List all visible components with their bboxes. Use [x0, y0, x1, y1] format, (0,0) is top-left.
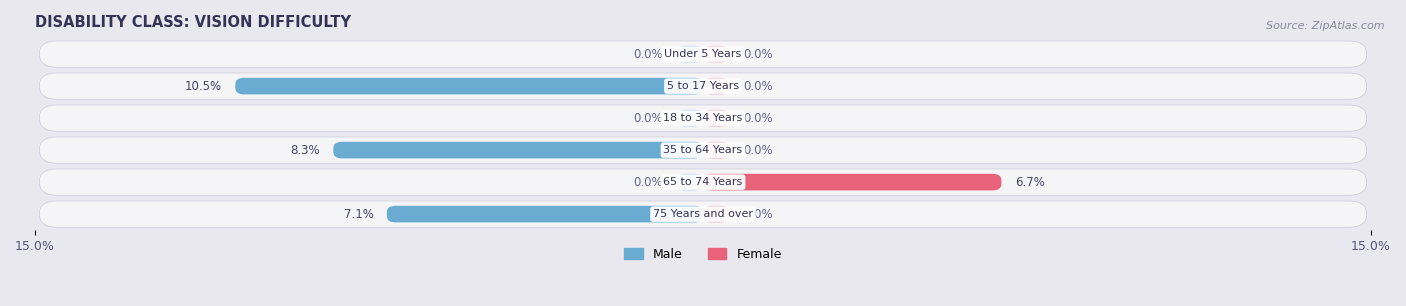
Text: 0.0%: 0.0% [744, 112, 773, 125]
FancyBboxPatch shape [39, 169, 1367, 195]
FancyBboxPatch shape [387, 206, 703, 222]
FancyBboxPatch shape [703, 78, 730, 95]
Text: 10.5%: 10.5% [184, 80, 222, 93]
Text: 5 to 17 Years: 5 to 17 Years [666, 81, 740, 91]
Text: 0.0%: 0.0% [744, 48, 773, 61]
Text: Under 5 Years: Under 5 Years [665, 49, 741, 59]
FancyBboxPatch shape [39, 137, 1367, 163]
FancyBboxPatch shape [703, 46, 730, 62]
FancyBboxPatch shape [235, 78, 703, 95]
FancyBboxPatch shape [333, 142, 703, 159]
Bar [35, 102, 1371, 134]
FancyBboxPatch shape [703, 142, 730, 159]
FancyBboxPatch shape [676, 174, 703, 190]
Text: 75 Years and over: 75 Years and over [652, 209, 754, 219]
FancyBboxPatch shape [676, 110, 703, 126]
Bar [35, 166, 1371, 198]
Text: 0.0%: 0.0% [744, 80, 773, 93]
Text: DISABILITY CLASS: VISION DIFFICULTY: DISABILITY CLASS: VISION DIFFICULTY [35, 15, 352, 30]
Text: 8.3%: 8.3% [291, 144, 321, 157]
Text: 0.0%: 0.0% [633, 48, 662, 61]
FancyBboxPatch shape [39, 41, 1367, 67]
FancyBboxPatch shape [703, 110, 730, 126]
Text: 0.0%: 0.0% [744, 144, 773, 157]
Bar [35, 70, 1371, 102]
Text: 35 to 64 Years: 35 to 64 Years [664, 145, 742, 155]
Bar [35, 134, 1371, 166]
Text: 0.0%: 0.0% [633, 112, 662, 125]
FancyBboxPatch shape [703, 206, 730, 222]
Text: 65 to 74 Years: 65 to 74 Years [664, 177, 742, 187]
Text: 0.0%: 0.0% [744, 207, 773, 221]
FancyBboxPatch shape [39, 105, 1367, 131]
Text: 7.1%: 7.1% [343, 207, 374, 221]
Bar [35, 198, 1371, 230]
FancyBboxPatch shape [39, 73, 1367, 99]
Text: 18 to 34 Years: 18 to 34 Years [664, 113, 742, 123]
Text: 6.7%: 6.7% [1015, 176, 1045, 188]
Legend: Male, Female: Male, Female [619, 243, 787, 266]
Text: Source: ZipAtlas.com: Source: ZipAtlas.com [1267, 21, 1385, 32]
FancyBboxPatch shape [39, 201, 1367, 227]
FancyBboxPatch shape [676, 46, 703, 62]
FancyBboxPatch shape [703, 174, 1001, 190]
Bar [35, 38, 1371, 70]
Text: 0.0%: 0.0% [633, 176, 662, 188]
